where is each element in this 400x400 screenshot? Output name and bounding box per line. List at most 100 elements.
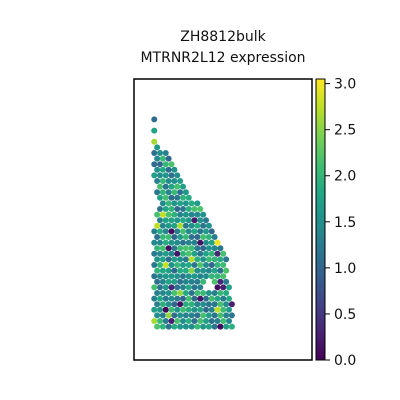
expression-spot: [197, 273, 203, 279]
expression-spot: [163, 262, 169, 268]
expression-spot: [166, 189, 172, 195]
expression-spot: [157, 184, 163, 190]
expression-spot: [157, 262, 163, 268]
expression-spot: [203, 262, 209, 268]
expression-spot: [151, 240, 157, 246]
expression-spot: [220, 284, 226, 290]
expression-spot: [151, 318, 157, 324]
expression-spot: [209, 273, 215, 279]
expression-spot: [226, 284, 232, 290]
expression-spot: [151, 161, 157, 167]
expression-spot: [169, 318, 175, 324]
expression-spot: [154, 223, 160, 229]
colorbar-tick-label: 2.5: [334, 123, 356, 139]
expression-spot: [200, 312, 206, 318]
expression-spot: [220, 273, 226, 279]
expression-spot: [215, 262, 221, 268]
expression-spot: [163, 206, 169, 212]
expression-spot: [180, 228, 186, 234]
expression-spot: [169, 161, 175, 167]
expression-spot: [209, 228, 215, 234]
expression-spot: [160, 200, 166, 206]
expression-spot: [209, 296, 215, 302]
expression-spot: [177, 312, 183, 318]
expression-spot: [194, 200, 200, 206]
expression-spot: [151, 251, 157, 257]
expression-spot: [215, 251, 221, 257]
expression-spot: [192, 273, 198, 279]
expression-spot: [192, 307, 198, 313]
expression-spot: [174, 240, 180, 246]
expression-spot: [171, 234, 177, 240]
expression-spot: [171, 324, 177, 330]
expression-spot: [157, 206, 163, 212]
expression-spot: [169, 307, 175, 313]
expression-spot: [177, 324, 183, 330]
expression-spot: [151, 262, 157, 268]
expression-spot: [169, 172, 175, 178]
expression-spot: [169, 262, 175, 268]
expression-spot: [171, 200, 177, 206]
expression-spot: [183, 212, 189, 218]
expression-spot: [209, 307, 215, 313]
expression-spot: [163, 172, 169, 178]
expression-spot: [169, 217, 175, 223]
expression-spot: [223, 301, 229, 307]
expression-spot: [166, 200, 172, 206]
expression-spot: [183, 223, 189, 229]
expression-spot: [212, 279, 218, 285]
expression-spot: [203, 251, 209, 257]
expression-spot: [163, 273, 169, 279]
expression-spot: [189, 324, 195, 330]
expression-spot: [217, 256, 223, 262]
expression-spot: [151, 150, 157, 156]
expression-spot: [189, 234, 195, 240]
expression-spot: [171, 212, 177, 218]
expression-spot: [180, 195, 186, 201]
expression-spot: [206, 324, 212, 330]
expression-spot: [223, 290, 229, 296]
expression-spot: [166, 156, 172, 162]
expression-spot: [169, 251, 175, 257]
expression-spot: [217, 279, 223, 285]
expression-spot: [217, 312, 223, 318]
expression-spot: [183, 324, 189, 330]
expression-spot: [215, 273, 221, 279]
expression-spot: [174, 284, 180, 290]
expression-spot: [163, 150, 169, 156]
expression-spot: [217, 301, 223, 307]
expression-spot: [151, 228, 157, 234]
expression-spot: [157, 284, 163, 290]
expression-spot: [220, 307, 226, 313]
expression-spot: [171, 279, 177, 285]
expression-spot: [192, 284, 198, 290]
chart-title-line-2: MTRNR2L12 expression: [140, 50, 305, 66]
expression-spot: [160, 301, 166, 307]
expression-spot: [203, 228, 209, 234]
colorbar-tick-label: 2.0: [334, 169, 356, 185]
expression-spot: [163, 284, 169, 290]
expression-spot: [157, 318, 163, 324]
expression-spot: [194, 279, 200, 285]
expression-spot: [157, 307, 163, 313]
expression-spot: [171, 312, 177, 318]
expression-spot: [174, 296, 180, 302]
expression-spot: [166, 312, 172, 318]
expression-spot: [171, 245, 177, 251]
expression-spot: [183, 312, 189, 318]
expression-spot: [171, 256, 177, 262]
expression-spot: [160, 279, 166, 285]
expression-spot: [200, 279, 206, 285]
expression-spot: [197, 228, 203, 234]
expression-spot: [151, 284, 157, 290]
expression-spot: [206, 234, 212, 240]
expression-spot: [171, 301, 177, 307]
expression-spot: [192, 217, 198, 223]
expression-spot: [163, 318, 169, 324]
chart-title-line-1: ZH8812bulk: [180, 29, 266, 45]
expression-spot: [209, 262, 215, 268]
expression-spot: [174, 262, 180, 268]
expression-spot: [212, 301, 218, 307]
expression-spot: [174, 206, 180, 212]
